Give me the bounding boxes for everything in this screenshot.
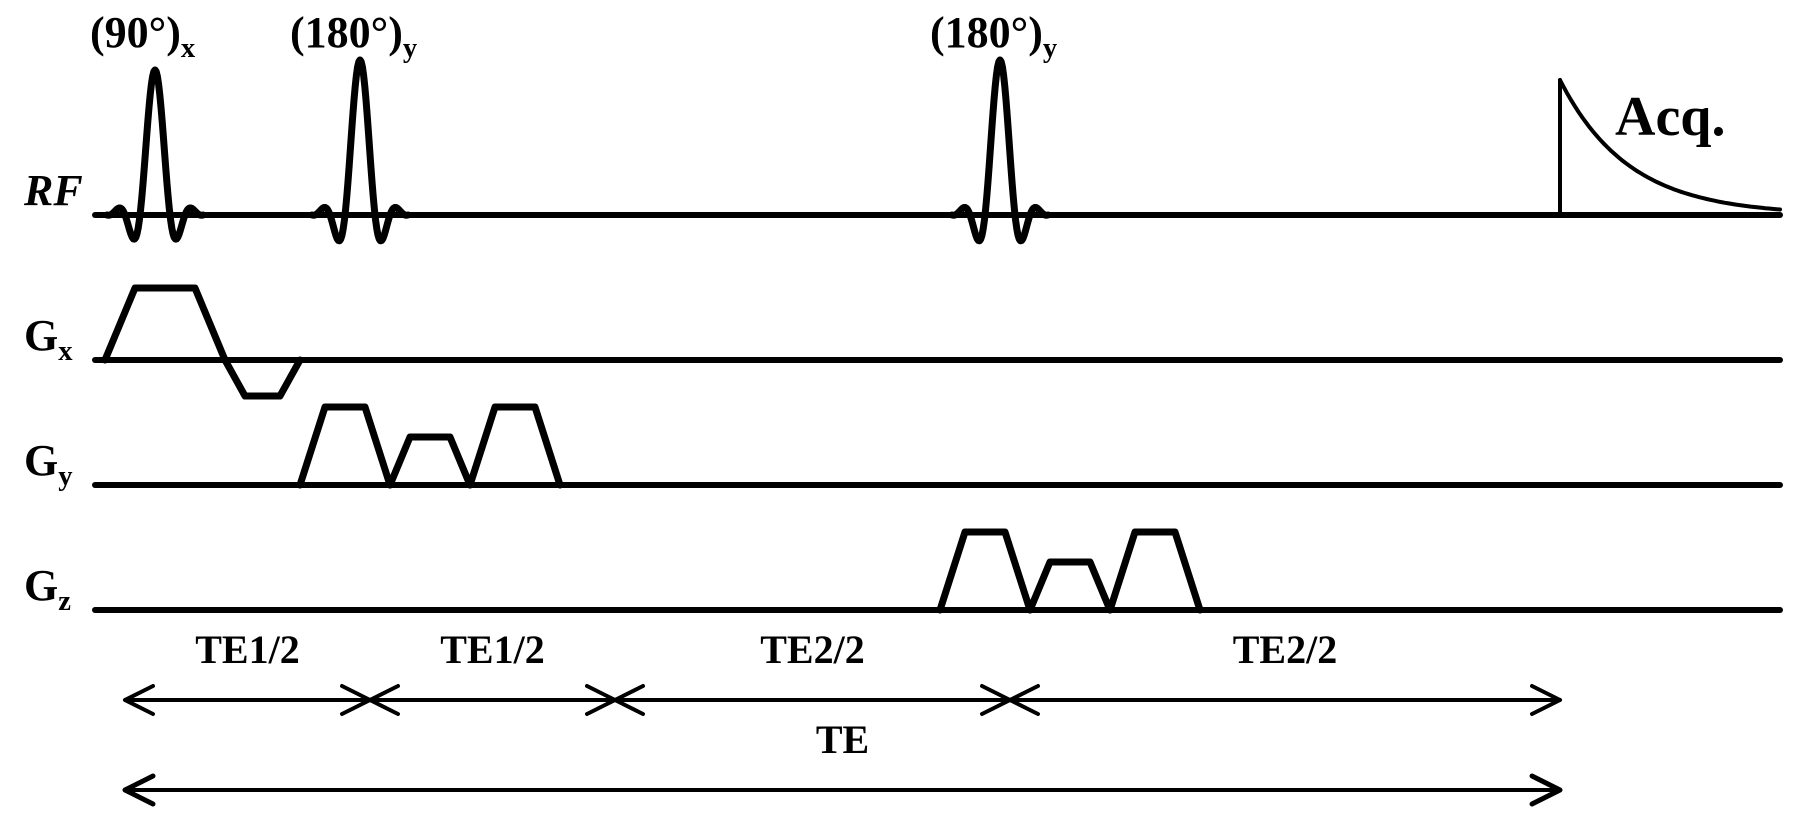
acquisition-label: Acq.: [1615, 85, 1725, 149]
timing-label-te2-2-a: TE2/2: [733, 626, 893, 673]
gz-lobe-right: [1110, 532, 1200, 610]
row-label-gy: Gy: [24, 435, 73, 493]
row-label-gx: Gx: [24, 310, 73, 368]
diagram-root: RF Gx Gy Gz (90°)x (180°)y (180°)y Acq. …: [0, 0, 1809, 830]
timing-label-te1-2-b: TE1/2: [413, 626, 573, 673]
timing-label-te: TE: [763, 716, 923, 763]
rf-pulse-label-180y-2: (180°)y: [930, 7, 1057, 65]
gz-lobe-left: [940, 532, 1030, 610]
rf-pulse-label-90x: (90°)x: [90, 7, 195, 65]
timing-label-te1-2-a: TE1/2: [168, 626, 328, 673]
gx-lobe-neg: [225, 360, 300, 396]
gx-lobe-pos: [105, 288, 225, 360]
rf-pulse-label-180y-1: (180°)y: [290, 7, 417, 65]
gy-lobe-right: [470, 407, 560, 485]
gy-lobe-left: [300, 407, 390, 485]
gy-lobe-mid: [390, 437, 470, 485]
row-label-rf: RF: [24, 165, 83, 216]
gz-lobe-mid: [1030, 562, 1110, 610]
diagram-svg: [0, 0, 1809, 830]
timing-label-te2-2-b: TE2/2: [1205, 626, 1365, 673]
row-label-gz: Gz: [24, 560, 71, 618]
